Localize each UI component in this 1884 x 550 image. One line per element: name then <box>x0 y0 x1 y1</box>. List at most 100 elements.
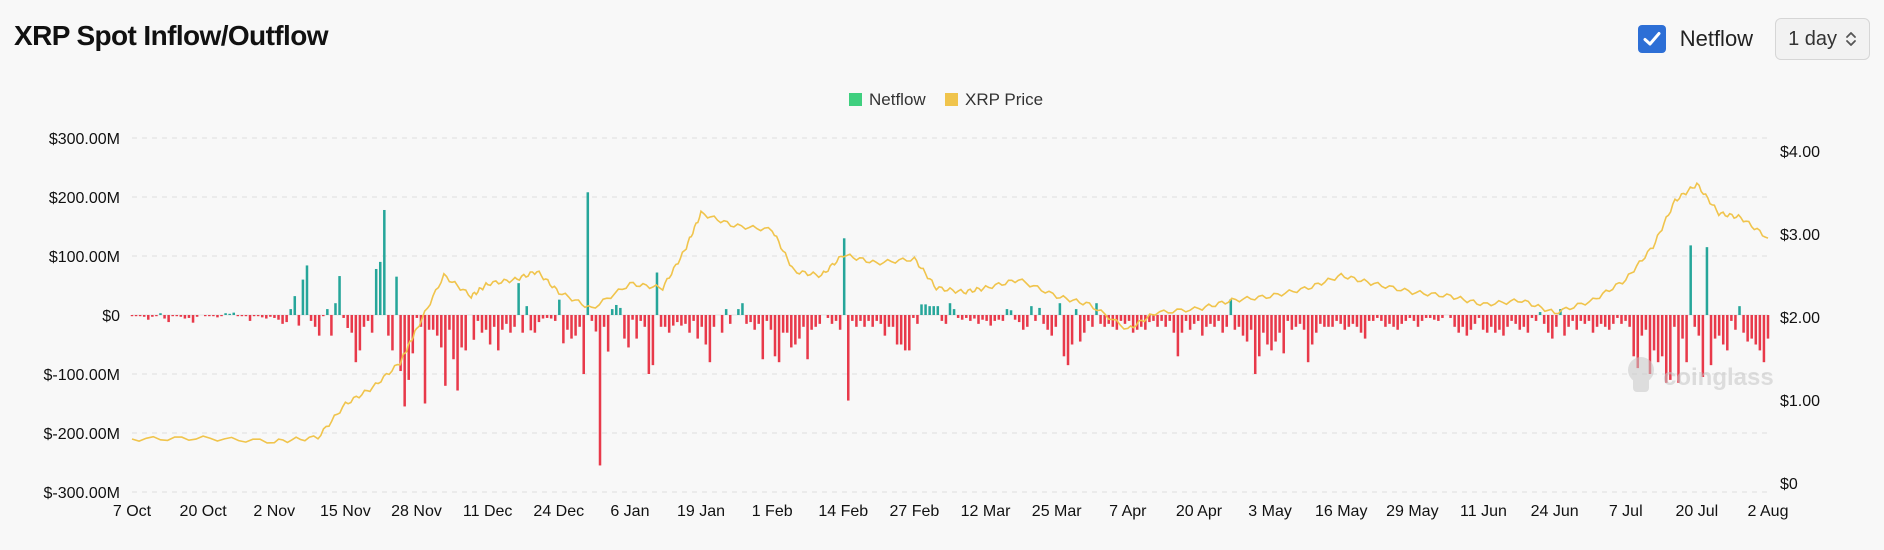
netflow-bar[interactable] <box>1612 315 1615 324</box>
netflow-bar[interactable] <box>785 315 789 333</box>
netflow-bar[interactable] <box>1196 315 1200 321</box>
netflow-bar[interactable] <box>480 315 484 333</box>
netflow-bar[interactable] <box>798 315 801 339</box>
netflow-bar[interactable] <box>1319 315 1322 324</box>
netflow-bar[interactable] <box>1359 315 1363 333</box>
netflow-bar[interactable] <box>383 209 386 315</box>
netflow-bar[interactable] <box>1522 315 1526 327</box>
netflow-bar[interactable] <box>183 315 187 319</box>
netflow-bar[interactable] <box>240 315 244 317</box>
netflow-bar[interactable] <box>1681 315 1684 339</box>
netflow-bar[interactable] <box>1457 315 1460 333</box>
netflow-bar[interactable] <box>281 315 284 324</box>
netflow-bar[interactable] <box>1705 247 1709 315</box>
netflow-bar[interactable] <box>358 315 362 351</box>
netflow-bar[interactable] <box>1734 315 1737 330</box>
legend-netflow-label[interactable]: Netflow <box>869 90 926 109</box>
netflow-bar[interactable] <box>1095 303 1098 315</box>
netflow-bar[interactable] <box>1428 315 1432 318</box>
netflow-bar[interactable] <box>720 315 724 333</box>
netflow-bar[interactable] <box>1746 315 1749 342</box>
netflow-bar[interactable] <box>553 315 557 321</box>
netflow-bar[interactable] <box>456 315 459 391</box>
netflow-bar[interactable] <box>680 315 683 326</box>
netflow-bar[interactable] <box>960 315 964 320</box>
netflow-bar[interactable] <box>1599 315 1603 324</box>
netflow-bar[interactable] <box>1551 315 1554 339</box>
netflow-bar[interactable] <box>903 315 907 351</box>
netflow-bar[interactable] <box>220 315 223 317</box>
netflow-bar[interactable] <box>1730 315 1733 321</box>
netflow-bar[interactable] <box>895 315 899 345</box>
netflow-bar[interactable] <box>615 304 618 315</box>
netflow-bar[interactable] <box>387 315 390 336</box>
netflow-bar[interactable] <box>989 315 992 326</box>
netflow-bar[interactable] <box>1209 315 1212 324</box>
netflow-bar[interactable] <box>1131 315 1135 333</box>
netflow-bar[interactable] <box>741 303 744 315</box>
netflow-bar[interactable] <box>1335 315 1338 321</box>
netflow-bar[interactable] <box>330 315 333 336</box>
netflow-bar[interactable] <box>810 315 813 330</box>
netflow-bar[interactable] <box>1005 309 1009 315</box>
netflow-bar[interactable] <box>297 315 301 326</box>
netflow-bar[interactable] <box>1665 315 1668 383</box>
netflow-bar[interactable] <box>269 315 272 317</box>
netflow-bar[interactable] <box>1437 315 1440 321</box>
netflow-bar[interactable] <box>1669 315 1672 380</box>
netflow-bar[interactable] <box>354 315 358 363</box>
netflow-bar[interactable] <box>1502 315 1505 336</box>
netflow-bar[interactable] <box>1258 315 1261 357</box>
netflow-bar[interactable] <box>1115 315 1119 330</box>
netflow-bar[interactable] <box>1567 315 1570 327</box>
netflow-bar[interactable] <box>912 315 915 318</box>
netflow-bar[interactable] <box>1034 315 1037 321</box>
netflow-bar[interactable] <box>521 315 524 333</box>
netflow-bar[interactable] <box>1355 315 1359 327</box>
netflow-bar[interactable] <box>790 315 793 348</box>
netflow-bar[interactable] <box>651 315 655 366</box>
netflow-bar[interactable] <box>863 315 866 327</box>
netflow-bar[interactable] <box>1754 315 1758 345</box>
netflow-bar[interactable] <box>501 315 504 330</box>
netflow-bar[interactable] <box>513 315 516 327</box>
netflow-bar[interactable] <box>672 315 675 326</box>
netflow-bar[interactable] <box>1673 315 1676 327</box>
netflow-bar[interactable] <box>374 268 378 315</box>
netflow-bar[interactable] <box>1510 315 1513 321</box>
netflow-bar[interactable] <box>1290 315 1294 330</box>
netflow-bar[interactable] <box>1628 315 1631 327</box>
netflow-bar[interactable] <box>1481 315 1485 330</box>
netflow-bar[interactable] <box>1160 315 1163 321</box>
netflow-bar[interactable] <box>533 315 537 333</box>
netflow-bar[interactable] <box>802 315 805 327</box>
netflow-bar[interactable] <box>969 315 972 321</box>
netflow-bar[interactable] <box>1078 315 1082 342</box>
netflow-bar[interactable] <box>212 315 215 317</box>
netflow-bar[interactable] <box>647 315 651 374</box>
netflow-bar[interactable] <box>928 306 931 315</box>
netflow-bar[interactable] <box>260 315 264 318</box>
netflow-bar[interactable] <box>1542 315 1546 324</box>
netflow-bar[interactable] <box>594 315 598 332</box>
netflow-bar[interactable] <box>993 315 997 321</box>
netflow-bar[interactable] <box>1591 315 1595 333</box>
netflow-bar[interactable] <box>1278 315 1281 333</box>
netflow-bar[interactable] <box>1689 245 1692 315</box>
netflow-bar[interactable] <box>1721 315 1725 345</box>
netflow-bar[interactable] <box>940 315 944 321</box>
netflow-bar[interactable] <box>851 315 854 321</box>
netflow-bar[interactable] <box>1127 315 1131 321</box>
netflow-bar[interactable] <box>965 315 968 318</box>
netflow-bar[interactable] <box>472 315 476 340</box>
netflow-bar[interactable] <box>859 315 862 321</box>
netflow-bar[interactable] <box>313 315 317 327</box>
netflow-bar[interactable] <box>891 315 895 327</box>
netflow-bar[interactable] <box>1408 315 1412 318</box>
netflow-bar[interactable] <box>1099 315 1102 324</box>
netflow-bar[interactable] <box>1270 315 1273 351</box>
netflow-bar[interactable] <box>1030 306 1033 315</box>
netflow-bar[interactable] <box>659 315 663 327</box>
netflow-bar[interactable] <box>1709 315 1713 366</box>
netflow-bar[interactable] <box>326 309 329 315</box>
